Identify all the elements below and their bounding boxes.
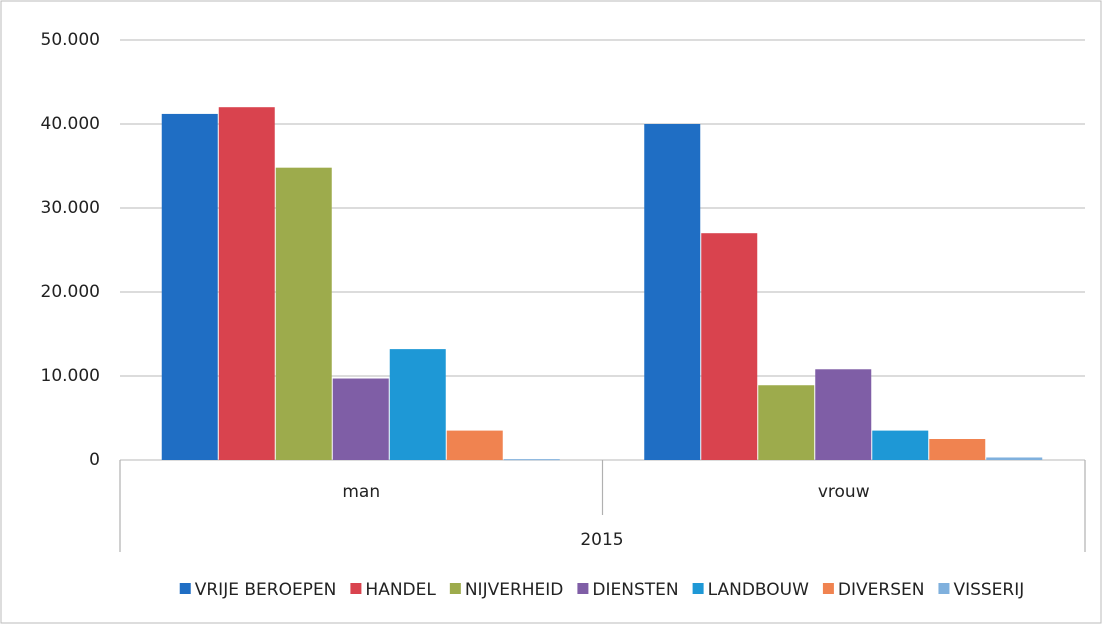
legend-label: HANDEL [365,580,436,600]
y-tick-label: 20.000 [41,282,100,302]
legend-swatch [179,583,191,594]
y-tick-label: 40.000 [41,114,100,134]
bar [161,113,218,461]
y-tick-label: 10.000 [41,366,100,386]
legend-label: NIJVERHEID [465,580,564,600]
group-label: 2015 [580,530,623,550]
bar [389,349,446,460]
legend-swatch [692,583,704,594]
bar [758,385,815,460]
legend-swatch [449,583,461,594]
legend-swatch [577,583,589,594]
legend-swatch [350,583,362,594]
bar [446,430,503,460]
x-tick-label: man [342,482,380,502]
legend-swatch [938,583,950,594]
bar [275,167,332,460]
y-tick-label: 50.000 [41,30,100,50]
bar [218,107,275,460]
legend-label: VISSERIJ [953,580,1024,600]
y-tick-label: 30.000 [41,198,100,218]
legend: VRIJE BEROEPEN HANDEL NIJVERHEID DIENSTEN LA… [179,580,1024,600]
legend-label: LANDBOUW [708,580,809,600]
legend-label: DIVERSEN [838,580,925,600]
x-tick-label: vrouw [818,482,870,502]
bar [503,459,560,461]
bar [872,430,929,460]
legend-swatch [822,583,834,594]
bar [332,378,389,460]
legend-label: VRIJE BEROEPEN [195,580,337,600]
y-tick-label: 0 [89,450,100,470]
bar [701,233,758,460]
legend-label: DIENSTEN [592,580,678,600]
bar [815,369,872,460]
bar [929,439,986,460]
bar [986,457,1043,460]
bar [644,124,701,460]
